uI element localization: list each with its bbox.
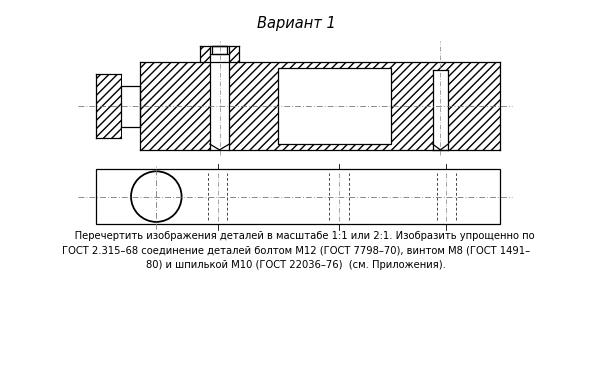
Text: Вариант 1: Вариант 1 [257, 16, 336, 31]
Bar [140, 62, 500, 150]
Bar [210, 46, 229, 150]
Bar [96, 169, 500, 224]
Bar [212, 46, 227, 54]
Bar [96, 74, 122, 138]
Bar [433, 70, 448, 150]
Bar [278, 68, 391, 144]
Bar [200, 46, 239, 62]
Bar [122, 86, 140, 127]
Text: Перечертить изображения деталей в масштабе 1:1 или 2:1. Изобразить упрощенно по
: Перечертить изображения деталей в масшта… [59, 231, 534, 270]
